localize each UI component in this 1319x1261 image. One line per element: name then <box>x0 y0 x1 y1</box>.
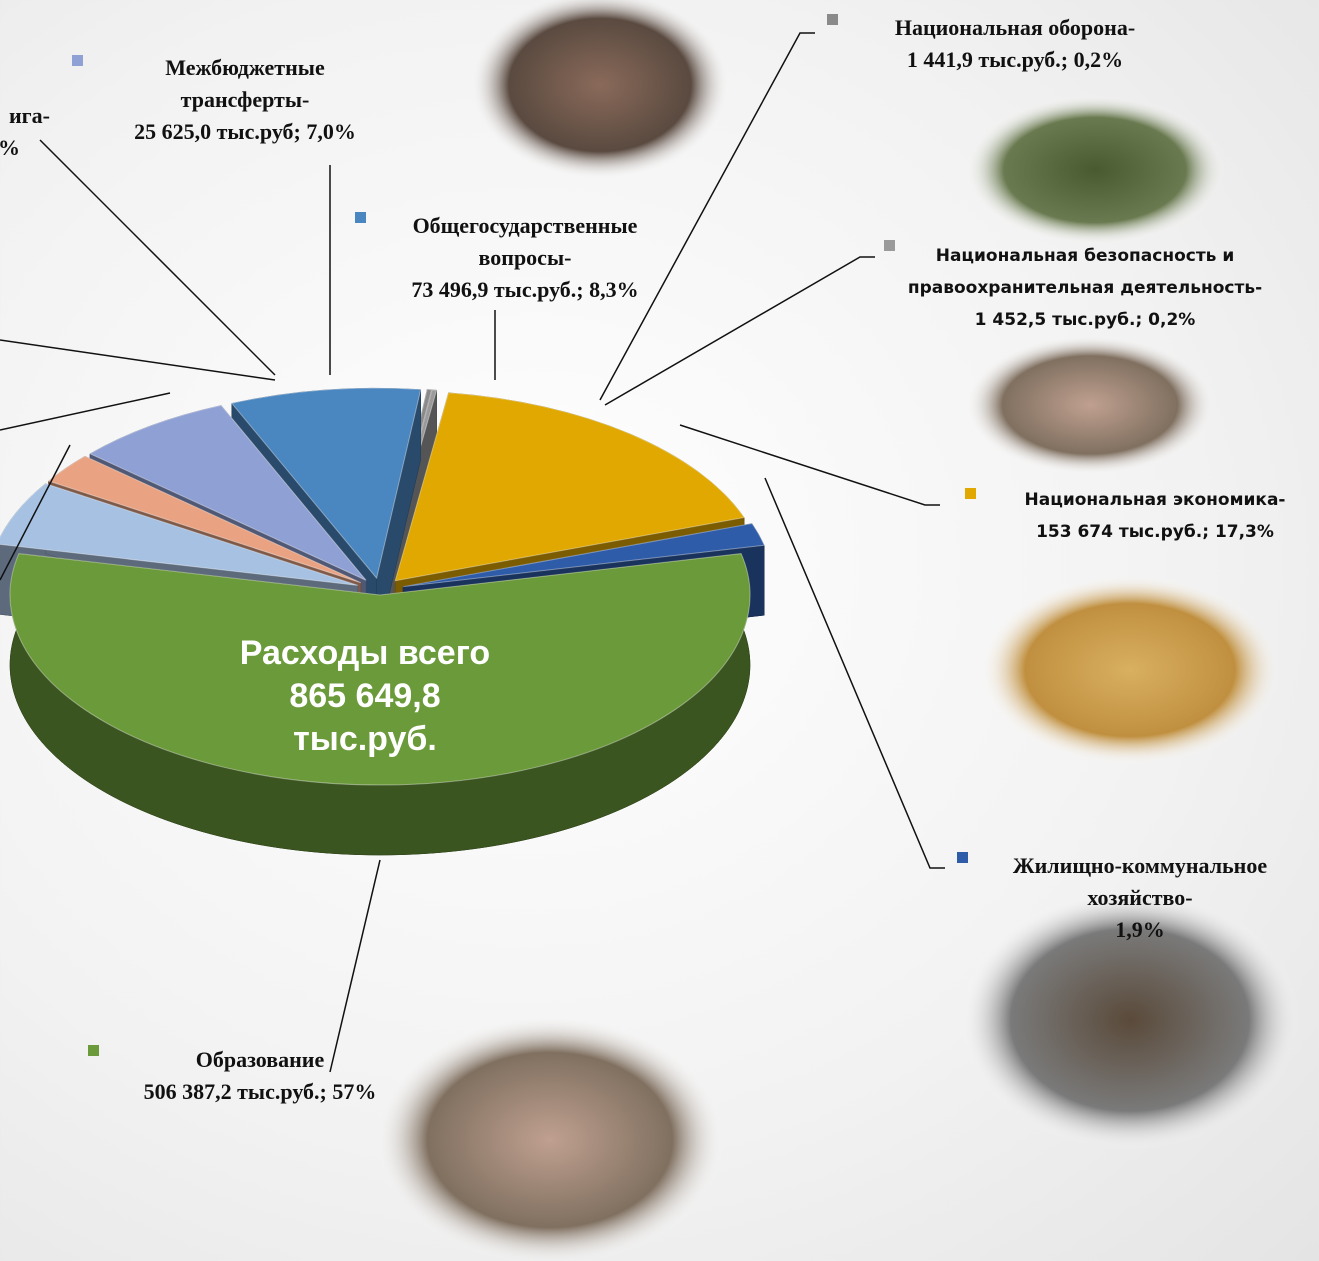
amount-label: 25 625,0 тыс.руб; <box>134 119 301 144</box>
leader-line <box>0 340 275 380</box>
slice-label: Общегосударственные вопросы- 73 496,9 тыс… <box>375 210 675 306</box>
label-name: Образование <box>100 1044 420 1076</box>
category-label: Межбюджетные трансферты- <box>165 55 324 112</box>
value-label: 57% <box>332 1079 376 1104</box>
value-label: 1,9% <box>1115 917 1165 942</box>
slide: Расходы всего 865 649,8 тыс.руб. ига- % … <box>0 0 1319 1261</box>
center-line: Расходы всего <box>165 632 565 675</box>
label-amount: 1 452,5 тыс.руб.; 0,2% <box>895 304 1275 336</box>
label-amount: 1,9% <box>975 914 1305 946</box>
leader-line <box>40 140 275 375</box>
label-name: Национальная оборона- <box>855 12 1175 44</box>
value-label: 0,2% <box>1148 310 1195 330</box>
amount-label: 73 496,9 тыс.руб.; <box>411 277 583 302</box>
legend-square <box>72 55 83 66</box>
legend-square <box>355 212 366 223</box>
photo <box>980 575 1280 765</box>
value-label: 0,2% <box>1074 47 1124 72</box>
category-label: Национальная оборона- <box>895 15 1135 40</box>
photo <box>965 95 1225 245</box>
cut-label: % <box>0 132 20 164</box>
amount-label: 153 674 тыс.руб.; <box>1036 522 1209 542</box>
value-label: 17,3% <box>1215 522 1274 542</box>
legend-square <box>884 240 895 251</box>
leader-line <box>330 860 380 1072</box>
amount-label: 1 452,5 тыс.руб.; <box>975 310 1143 330</box>
category-label: Жилищно-коммунальное хозяйство- <box>1013 853 1267 910</box>
cut-label: ига- <box>0 100 50 132</box>
value-label: 8,3% <box>589 277 639 302</box>
legend-square <box>827 14 838 25</box>
slice-label: Национальная экономика- 153 674 тыс.руб.;… <box>975 484 1319 548</box>
leader-line <box>0 393 170 430</box>
slice-label: Национальная оборона- 1 441,9 тыс.руб.; 0… <box>855 12 1175 76</box>
category-label: Национальная безопасность и правоохранит… <box>908 246 1262 298</box>
label-name: Жилищно-коммунальное хозяйство- <box>975 850 1305 914</box>
photo <box>965 335 1215 475</box>
label-amount: 1 441,9 тыс.руб.; 0,2% <box>855 44 1175 76</box>
label-name: Общегосударственные вопросы- <box>375 210 675 274</box>
center-line: тыс.руб. <box>165 718 565 761</box>
label-amount: 153 674 тыс.руб.; 17,3% <box>975 516 1319 548</box>
legend-square <box>88 1045 99 1056</box>
label-name: Национальная экономика- <box>975 484 1319 516</box>
category-label: Национальная экономика- <box>1025 490 1286 510</box>
center-text: Расходы всего 865 649,8 тыс.руб. <box>165 632 565 761</box>
slice-label: Межбюджетные трансферты- 25 625,0 тыс.руб… <box>100 52 390 148</box>
slice-label: Национальная безопасность и правоохранит… <box>895 240 1275 336</box>
photo <box>375 1015 725 1261</box>
slice-label: Образование 506 387,2 тыс.руб.; 57% <box>100 1044 420 1108</box>
label-name: Межбюджетные трансферты- <box>100 52 390 116</box>
pie <box>0 388 764 855</box>
value-label: 7,0% <box>306 119 356 144</box>
category-label: Общегосударственные вопросы- <box>413 213 638 270</box>
leader-line <box>765 478 945 868</box>
label-amount: 73 496,9 тыс.руб.; 8,3% <box>375 274 675 306</box>
amount-label: 1 441,9 тыс.руб.; <box>907 47 1068 72</box>
category-label: Образование <box>196 1047 325 1072</box>
slice-label: Жилищно-коммунальное хозяйство- 1,9% <box>975 850 1305 946</box>
amount-label: 506 387,2 тыс.руб.; <box>144 1079 327 1104</box>
label-amount: 25 625,0 тыс.руб; 7,0% <box>100 116 390 148</box>
label-name: Национальная безопасность и правоохранит… <box>895 240 1275 304</box>
label-amount: 506 387,2 тыс.руб.; 57% <box>100 1076 420 1108</box>
center-line: 865 649,8 <box>165 675 565 718</box>
legend-square <box>957 852 968 863</box>
photo <box>470 0 730 180</box>
